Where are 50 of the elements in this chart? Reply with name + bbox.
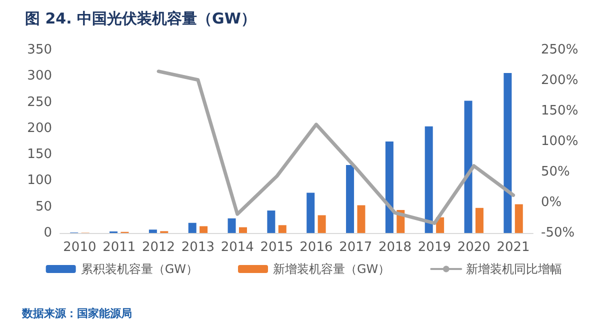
y-tick-label: 100 <box>27 173 52 188</box>
bar <box>306 192 315 233</box>
chart-title: 图 24. 中国光伏装机容量（GW） <box>25 10 256 28</box>
x-tick-label: 2021 <box>496 240 530 255</box>
y-tick-label: 350 <box>27 42 52 58</box>
x-tick-label: 2013 <box>181 240 215 255</box>
bar <box>238 227 247 233</box>
y2-tick-label: 0% <box>541 195 562 210</box>
bar <box>424 126 433 233</box>
legend-label: 累积装机容量（GW） <box>80 262 198 276</box>
line-series <box>156 70 516 225</box>
y-tick-label: 150 <box>27 147 52 162</box>
x-tick-label: 2010 <box>63 240 96 255</box>
y-tick-label: 200 <box>27 120 52 136</box>
y2-tick-label: -50% <box>541 226 575 240</box>
x-tick-label: 2020 <box>457 240 490 255</box>
y-tick-label: 0 <box>44 226 52 240</box>
legend-label: 新增装机容量（GW） <box>273 262 390 276</box>
y2-tick-label: 250% <box>541 42 578 58</box>
bar <box>504 73 512 233</box>
y2-tick-label: 150% <box>541 104 578 118</box>
y2-tick-label: 200% <box>541 73 578 88</box>
x-tick-label: 2014 <box>220 240 254 255</box>
y-tick-label: 300 <box>27 68 52 84</box>
bar <box>228 218 236 233</box>
bar <box>385 142 394 233</box>
bar <box>346 165 354 233</box>
bar <box>464 100 472 233</box>
bar <box>200 226 208 233</box>
x-tick-label: 2018 <box>378 240 412 255</box>
bar <box>188 222 196 233</box>
x-tick-label: 2011 <box>102 240 136 255</box>
x-tick-label: 2017 <box>339 240 372 255</box>
source-note: 数据来源：国家能源局 <box>21 307 132 320</box>
x-tick-label: 2019 <box>418 240 452 255</box>
y-tick-label: 50 <box>35 199 52 214</box>
bar <box>318 215 326 233</box>
x-tick-label: 2012 <box>142 240 176 255</box>
y-tick-label: 250 <box>27 94 52 110</box>
bar <box>475 208 484 233</box>
legend-label: 新增装机同比增幅 <box>466 262 562 276</box>
y2-tick-label: 100% <box>541 134 578 149</box>
x-tick-label: 2016 <box>300 240 333 255</box>
bar <box>514 204 523 233</box>
y2-tick-label: 50% <box>541 164 570 180</box>
bar <box>148 230 157 233</box>
bar <box>357 205 366 233</box>
bar <box>278 225 286 233</box>
bar <box>267 210 276 233</box>
x-tick-label: 2015 <box>260 240 294 255</box>
